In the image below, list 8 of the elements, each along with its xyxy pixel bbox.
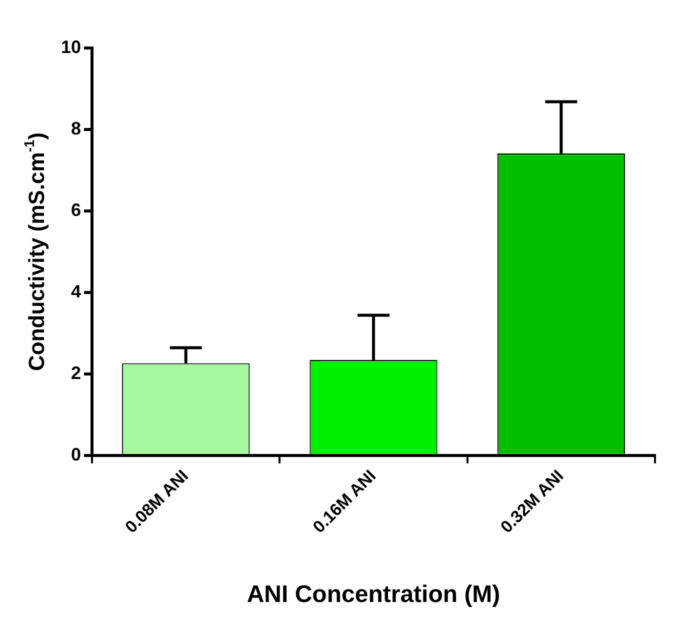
y-tick-label: 8 <box>71 118 82 138</box>
y-tick-label: 2 <box>71 362 82 383</box>
y-tick-label: 4 <box>71 281 82 302</box>
y-tick-label: 6 <box>71 200 82 220</box>
y-tick-label: 10 <box>60 36 82 57</box>
x-axis-title: ANI Concentration (M) <box>246 581 500 608</box>
y-axis-title: Conductivity (mS.cm-1) <box>20 132 50 371</box>
y-tick-label: 0 <box>71 444 82 464</box>
